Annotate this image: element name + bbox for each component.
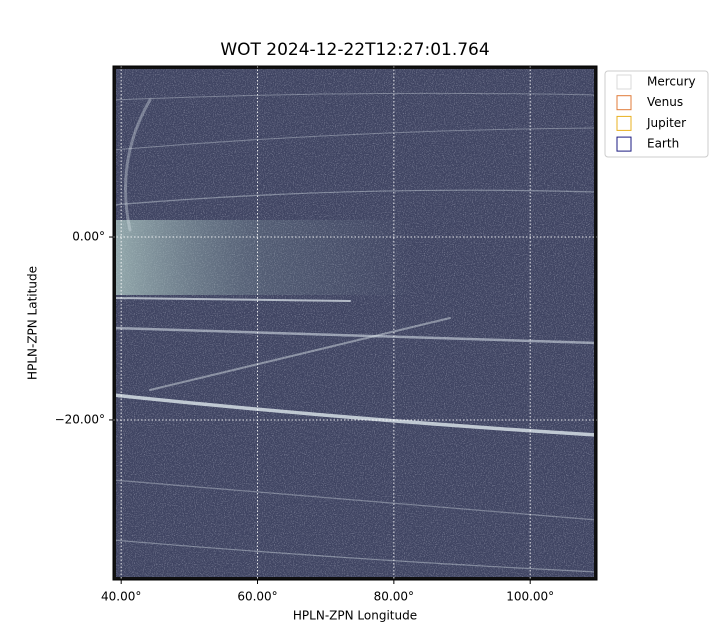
y-tick-label: −20.00° — [55, 412, 105, 426]
plot-frame — [112, 65, 598, 581]
x-axis-label: HPLN-ZPN Longitude — [293, 609, 417, 623]
chart-title: WOT 2024-12-22T12:27:01.764 — [220, 40, 489, 60]
legend-marker — [616, 74, 632, 90]
x-tick-label: 100.00° — [506, 590, 554, 604]
legend-label: Earth — [647, 137, 679, 151]
legend-marker — [616, 115, 632, 131]
legend-label: Venus — [647, 95, 683, 109]
legend-label: Mercury — [647, 75, 696, 89]
legend-marker — [616, 136, 632, 152]
y-axis-label: HPLN-ZPN Latitude — [26, 266, 40, 380]
x-tick-label: 40.00° — [101, 590, 141, 604]
x-tick-label: 80.00° — [374, 590, 414, 604]
x-tick-label: 60.00° — [237, 590, 277, 604]
image — [113, 66, 597, 580]
legend — [604, 70, 709, 158]
legend-label: Jupiter — [646, 116, 686, 130]
legend-marker — [616, 95, 632, 111]
y-tick-label: 0.00° — [72, 230, 105, 244]
